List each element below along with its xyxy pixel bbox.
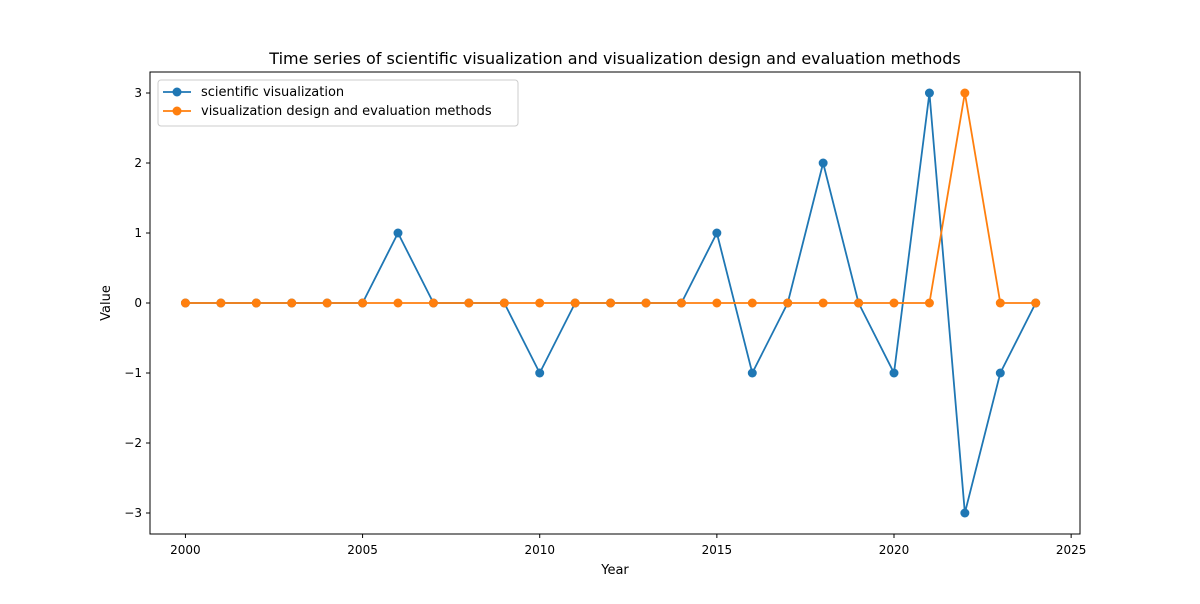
data-point — [995, 298, 1005, 308]
data-point — [251, 298, 261, 308]
legend-swatch-marker — [172, 87, 182, 97]
data-point — [606, 298, 616, 308]
data-point — [393, 228, 403, 238]
y-tick-label: 1 — [134, 226, 142, 240]
legend-frame — [157, 79, 519, 127]
y-tick-label: 2 — [134, 156, 142, 170]
data-point — [393, 298, 403, 308]
data-point — [180, 298, 190, 308]
data-point — [535, 368, 545, 378]
data-point — [924, 88, 934, 98]
data-point — [960, 88, 970, 98]
x-tick-label: 2015 — [702, 543, 733, 557]
x-tick-label: 2010 — [524, 543, 555, 557]
x-tick-label: 2005 — [347, 543, 378, 557]
data-point — [818, 298, 828, 308]
y-tick-label: 3 — [134, 86, 142, 100]
data-point — [464, 298, 474, 308]
data-point — [287, 298, 297, 308]
y-tick-label: −1 — [124, 366, 142, 380]
data-point — [889, 298, 899, 308]
legend-label: visualization design and evaluation meth… — [201, 104, 492, 119]
data-point — [535, 298, 545, 308]
data-point — [889, 368, 899, 378]
chart-title: Time series of scientific visualization … — [268, 49, 960, 68]
y-tick-label: −3 — [124, 506, 142, 520]
y-axis: −3 −2 −1 0 1 2 3 — [124, 86, 150, 520]
data-point — [995, 368, 1005, 378]
data-point — [1031, 298, 1041, 308]
data-point — [924, 298, 934, 308]
data-point — [854, 298, 864, 308]
x-tick-label: 2020 — [879, 543, 910, 557]
data-point — [322, 298, 332, 308]
data-point — [960, 508, 970, 518]
x-tick-label: 2025 — [1056, 543, 1087, 557]
legend-label: scientific visualization — [201, 85, 344, 100]
y-tick-label: −2 — [124, 436, 142, 450]
data-point — [783, 298, 793, 308]
y-tick-label: 0 — [134, 296, 142, 310]
x-axis-title: Year — [600, 563, 629, 578]
x-tick-label: 2000 — [170, 543, 201, 557]
plot-area — [180, 88, 1041, 518]
y-axis-title: Value — [99, 285, 114, 321]
data-point — [358, 298, 368, 308]
data-point — [747, 368, 757, 378]
x-axis: 2000 2005 2010 2015 2020 2025 — [170, 534, 1086, 557]
legend: scientific visualization visualization de… — [157, 79, 519, 127]
data-point — [641, 298, 651, 308]
data-point — [676, 298, 686, 308]
data-point — [712, 228, 722, 238]
legend-swatch-marker — [172, 106, 182, 116]
data-point — [428, 298, 438, 308]
data-point — [570, 298, 580, 308]
data-point — [499, 298, 509, 308]
data-point — [818, 158, 828, 168]
data-point — [712, 298, 722, 308]
data-point — [747, 298, 757, 308]
data-point — [216, 298, 226, 308]
